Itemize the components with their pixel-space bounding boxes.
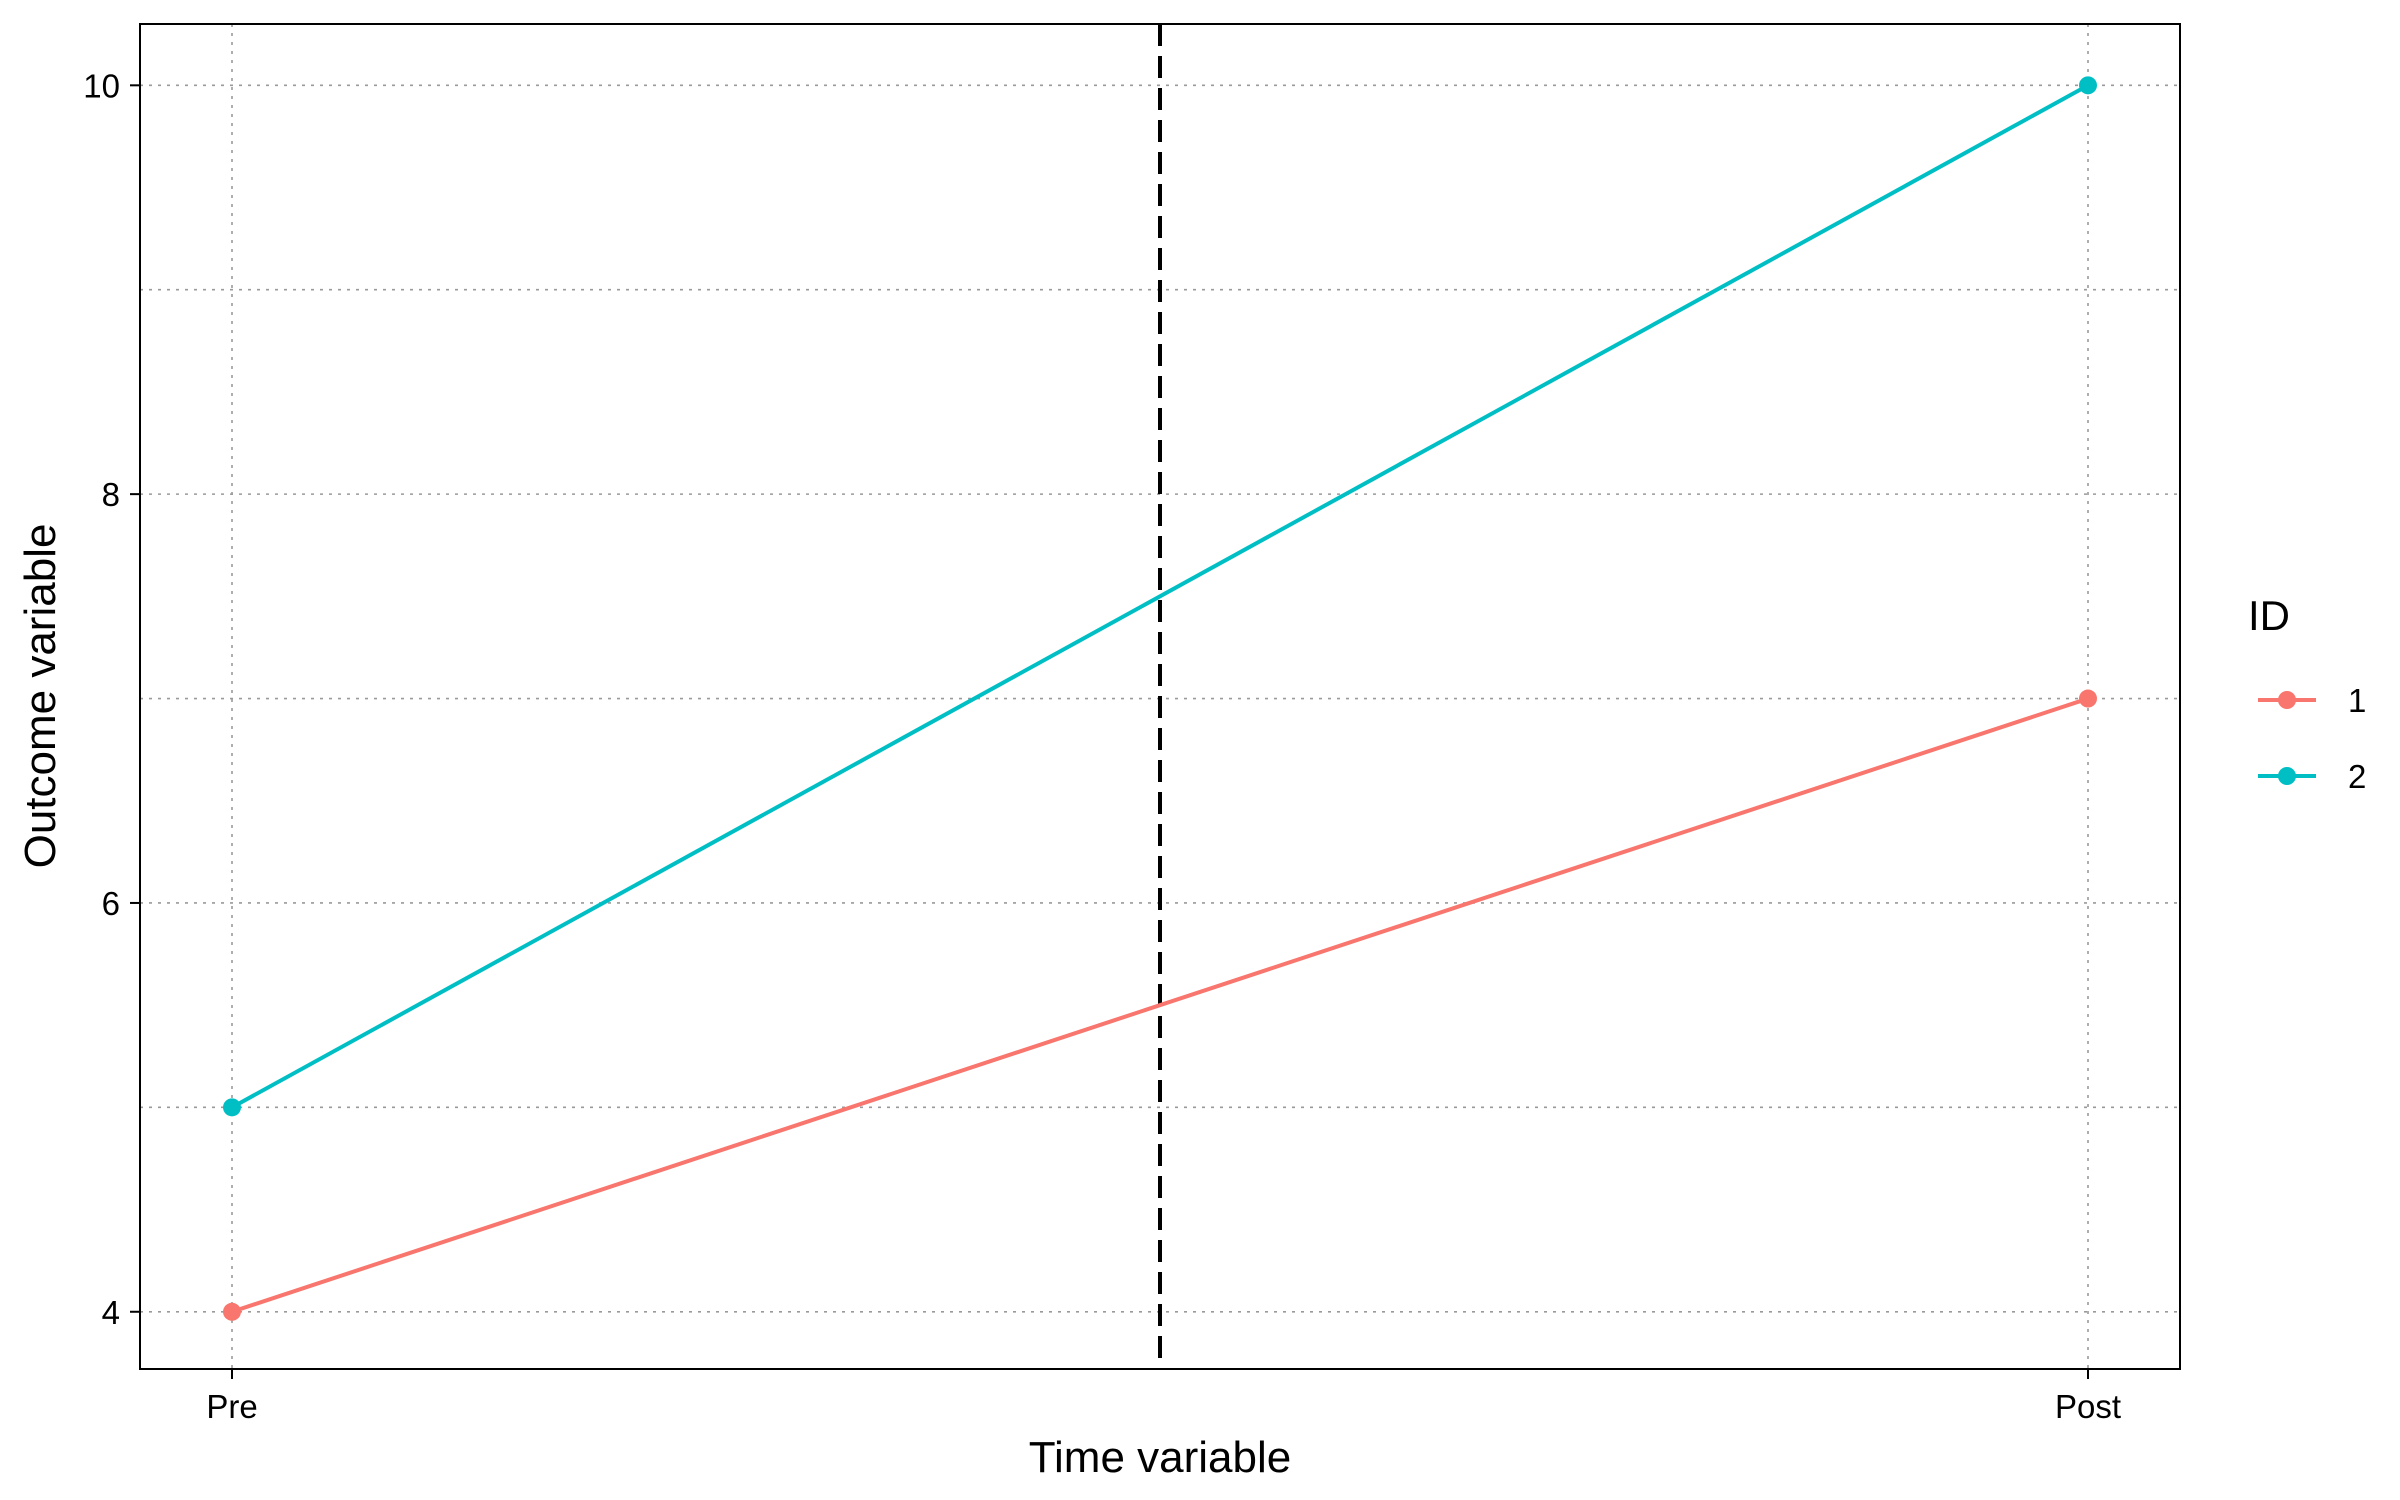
series-layer bbox=[223, 76, 2097, 1321]
x-tick-label: Pre bbox=[206, 1388, 257, 1425]
legend-items: 12 bbox=[2258, 682, 2366, 795]
legend-key-point bbox=[2278, 767, 2296, 785]
y-axis-title: Outcome variable bbox=[16, 524, 65, 869]
y-tick-label: 4 bbox=[102, 1294, 120, 1331]
plot-panel-border bbox=[139, 23, 2181, 1370]
x-axis: Pre Post bbox=[206, 1369, 2121, 1425]
legend: ID 12 bbox=[2248, 592, 2366, 795]
series-line-1 bbox=[231, 696, 2089, 1314]
series-line-2 bbox=[231, 83, 2089, 1110]
data-point-2-pre bbox=[223, 1098, 241, 1117]
data-point-1-post bbox=[2079, 689, 2097, 708]
legend-item-1: 1 bbox=[2258, 682, 2366, 719]
x-tick-label: Post bbox=[2055, 1388, 2121, 1425]
y-tick-label: 8 bbox=[102, 476, 120, 513]
legend-title: ID bbox=[2248, 592, 2290, 639]
legend-item-2: 2 bbox=[2258, 758, 2366, 795]
data-point-2-post bbox=[2079, 76, 2097, 95]
x-axis-title: Time variable bbox=[1029, 1433, 1291, 1482]
data-point-1-pre bbox=[223, 1302, 241, 1321]
legend-label: 1 bbox=[2348, 682, 2366, 719]
series-1 bbox=[223, 689, 2097, 1321]
y-tick-label: 6 bbox=[102, 885, 120, 922]
y-axis: 4 6 8 10 bbox=[83, 67, 140, 1331]
series-2 bbox=[223, 76, 2097, 1117]
y-tick-label: 10 bbox=[83, 67, 120, 104]
legend-label: 2 bbox=[2348, 758, 2366, 795]
legend-key-point bbox=[2278, 691, 2296, 709]
